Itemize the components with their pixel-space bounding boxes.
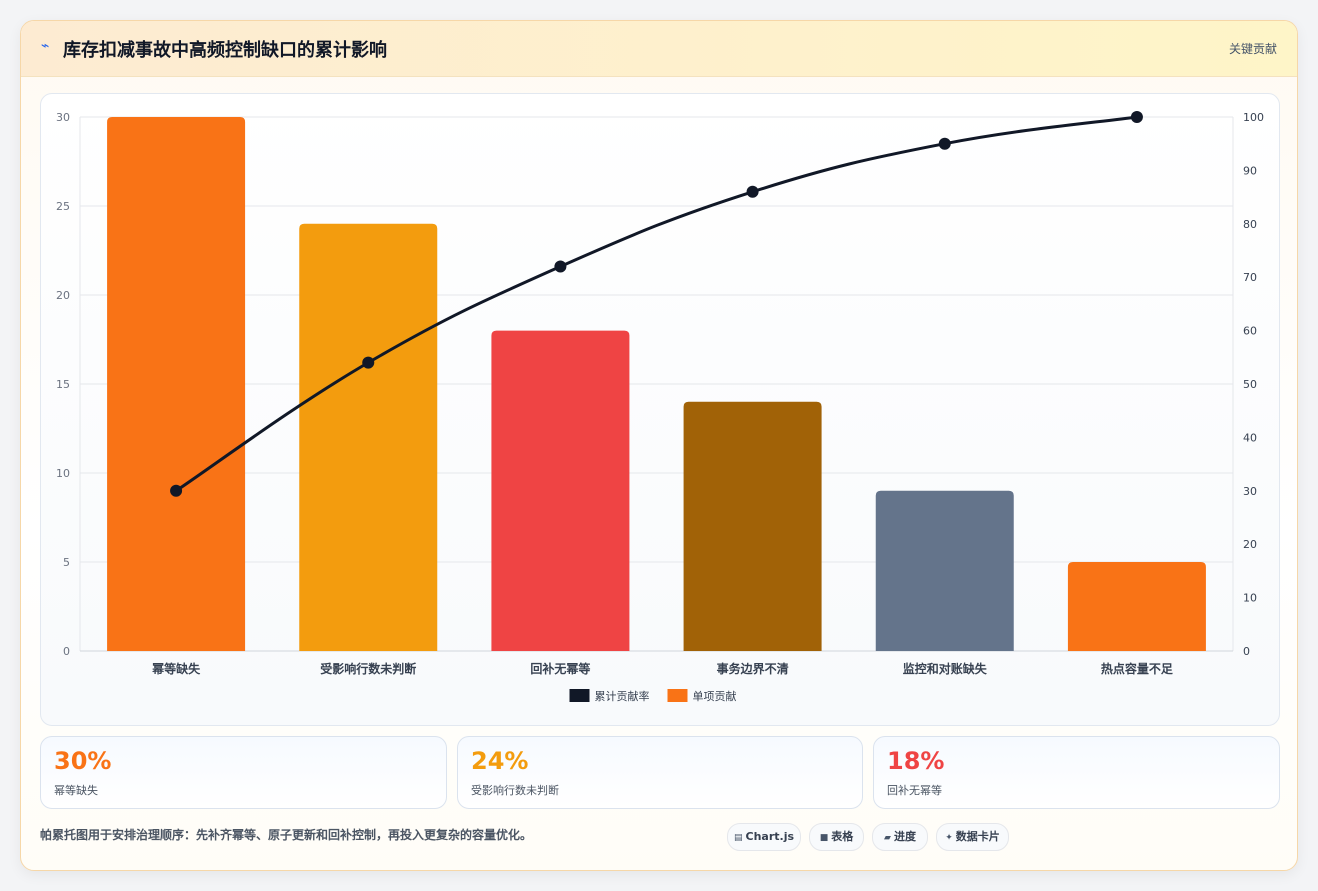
cumulative-point-3: [554, 260, 567, 273]
card-icon: ✦: [945, 833, 953, 843]
x-tick-label: 热点容量不足: [1101, 661, 1173, 676]
bar-5: [875, 490, 1014, 651]
cumulative-point-1: [170, 484, 183, 497]
y-left-tick-label: 15: [56, 378, 70, 391]
pill-label: 数据卡片: [955, 830, 1000, 843]
stat-value: 30%: [54, 747, 112, 775]
pill-label: 表格: [831, 830, 854, 843]
y-right-tick-label: 70: [1243, 271, 1257, 284]
stat-label: 回补无幂等: [887, 784, 942, 797]
y-right-tick-label: 0: [1243, 645, 1250, 658]
x-tick-label: 幂等缺失: [151, 661, 201, 676]
chart-container: 0 5 10 15 20 25 30 0 10 20 30 40 50 60 70 80 90 100 幂等缺失 受影…: [40, 93, 1280, 726]
y-right-tick-label: 90: [1243, 164, 1257, 177]
stat-label: 幂等缺失: [54, 784, 98, 797]
y-right-tick-label: 30: [1243, 485, 1257, 498]
pill-datacard[interactable]: ✦ 数据卡片: [936, 823, 1009, 851]
chart-title: 库存扣减事故中高频控制缺口的累计影响: [63, 40, 387, 61]
cumulative-point-4: [746, 185, 759, 198]
key-contribution-link[interactable]: 关键贡献: [1228, 42, 1277, 56]
bar-2: [299, 223, 438, 652]
y-right-tick-label: 80: [1243, 218, 1257, 231]
stat-value: 24%: [471, 747, 529, 775]
bar-4: [683, 401, 822, 651]
legend-label: 单项贡献: [693, 689, 737, 703]
y-right-tick-label: 60: [1243, 325, 1257, 338]
x-tick-label: 事务边界不清: [717, 661, 789, 676]
footnote: 帕累托图用于安排治理顺序：先补齐幂等、原子更新和回补控制，再投入更复杂的容量优化…: [40, 828, 533, 842]
cumulative-point-6: [1130, 111, 1143, 123]
cumulative-point-5: [938, 137, 951, 150]
y-right-tick-label: 10: [1243, 592, 1257, 605]
pill-chartjs[interactable]: ▤ Chart.js: [727, 823, 801, 851]
card-header: ⌁ 库存扣减事故中高频控制缺口的累计影响 关键贡献: [21, 21, 1297, 77]
y-left-tick-label: 30: [56, 111, 70, 124]
chart-icon: ▤: [733, 833, 743, 843]
bar-6: [1067, 562, 1206, 651]
pill-label: Chart.js: [745, 830, 795, 843]
stat-card-1: 30% 幂等缺失: [40, 736, 447, 809]
y-right-tick-label: 40: [1243, 431, 1257, 444]
cumulative-point-2: [362, 356, 375, 369]
y-right-tick-label: 50: [1243, 378, 1257, 391]
stat-card-2: 24% 受影响行数未判断: [457, 736, 863, 809]
y-right-tick-label: 100: [1243, 111, 1264, 124]
lightning-icon: ⌁: [41, 38, 50, 54]
stat-card-3: 18% 回补无幂等: [873, 736, 1280, 809]
pill-label: 进度: [893, 830, 916, 843]
y-left-tick-label: 20: [56, 289, 70, 302]
table-icon: ■: [819, 833, 829, 843]
y-right-tick-label: 20: [1243, 538, 1257, 551]
legend-swatch: [569, 689, 590, 702]
y-left-tick-label: 25: [56, 200, 70, 213]
x-tick-label: 受影响行数未判断: [320, 661, 416, 676]
cumulative-line: [175, 115, 1138, 493]
x-tick-label: 回补无幂等: [530, 661, 590, 676]
y-left-tick-label: 0: [63, 645, 70, 658]
y-left-tick-label: 10: [56, 467, 70, 480]
pareto-chart: 0 5 10 15 20 25 30 0 10 20 30 40 50 60 70 80 90 100 幂等缺失 受影…: [56, 111, 1264, 703]
progress-icon: ▰: [884, 833, 891, 843]
pill-table[interactable]: ■ 表格: [809, 823, 864, 851]
chart-card: ⌁ 库存扣减事故中高频控制缺口的累计影响 关键贡献 0 5 10 15 20 25 30 0 1…: [20, 20, 1298, 871]
legend-swatch: [667, 689, 688, 702]
stat-value: 18%: [887, 747, 945, 775]
x-tick-label: 监控和对账缺失: [903, 661, 988, 676]
bar-3: [491, 330, 630, 651]
bar-1: [107, 117, 246, 651]
y-left-tick-label: 5: [63, 556, 70, 569]
legend-label: 累计贡献率: [595, 689, 650, 703]
pill-progress[interactable]: ▰ 进度: [872, 823, 928, 851]
stat-label: 受影响行数未判断: [471, 784, 559, 797]
